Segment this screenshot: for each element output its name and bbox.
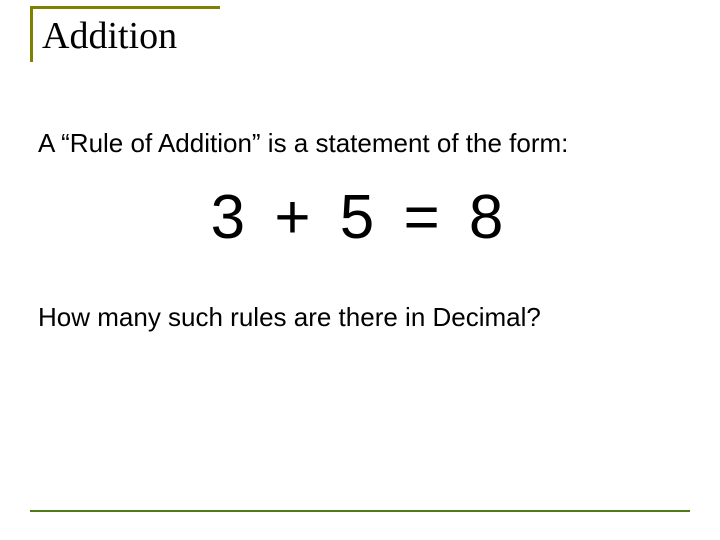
body-line-1: A “Rule of Addition” is a statement of t… [38,128,568,159]
body-line-2: How many such rules are there in Decimal… [38,302,541,333]
footer-divider [30,510,690,512]
equation-text: 3 + 5 = 8 [0,182,720,253]
slide: Addition A “Rule of Addition” is a state… [0,0,720,540]
slide-title: Addition [42,14,177,58]
